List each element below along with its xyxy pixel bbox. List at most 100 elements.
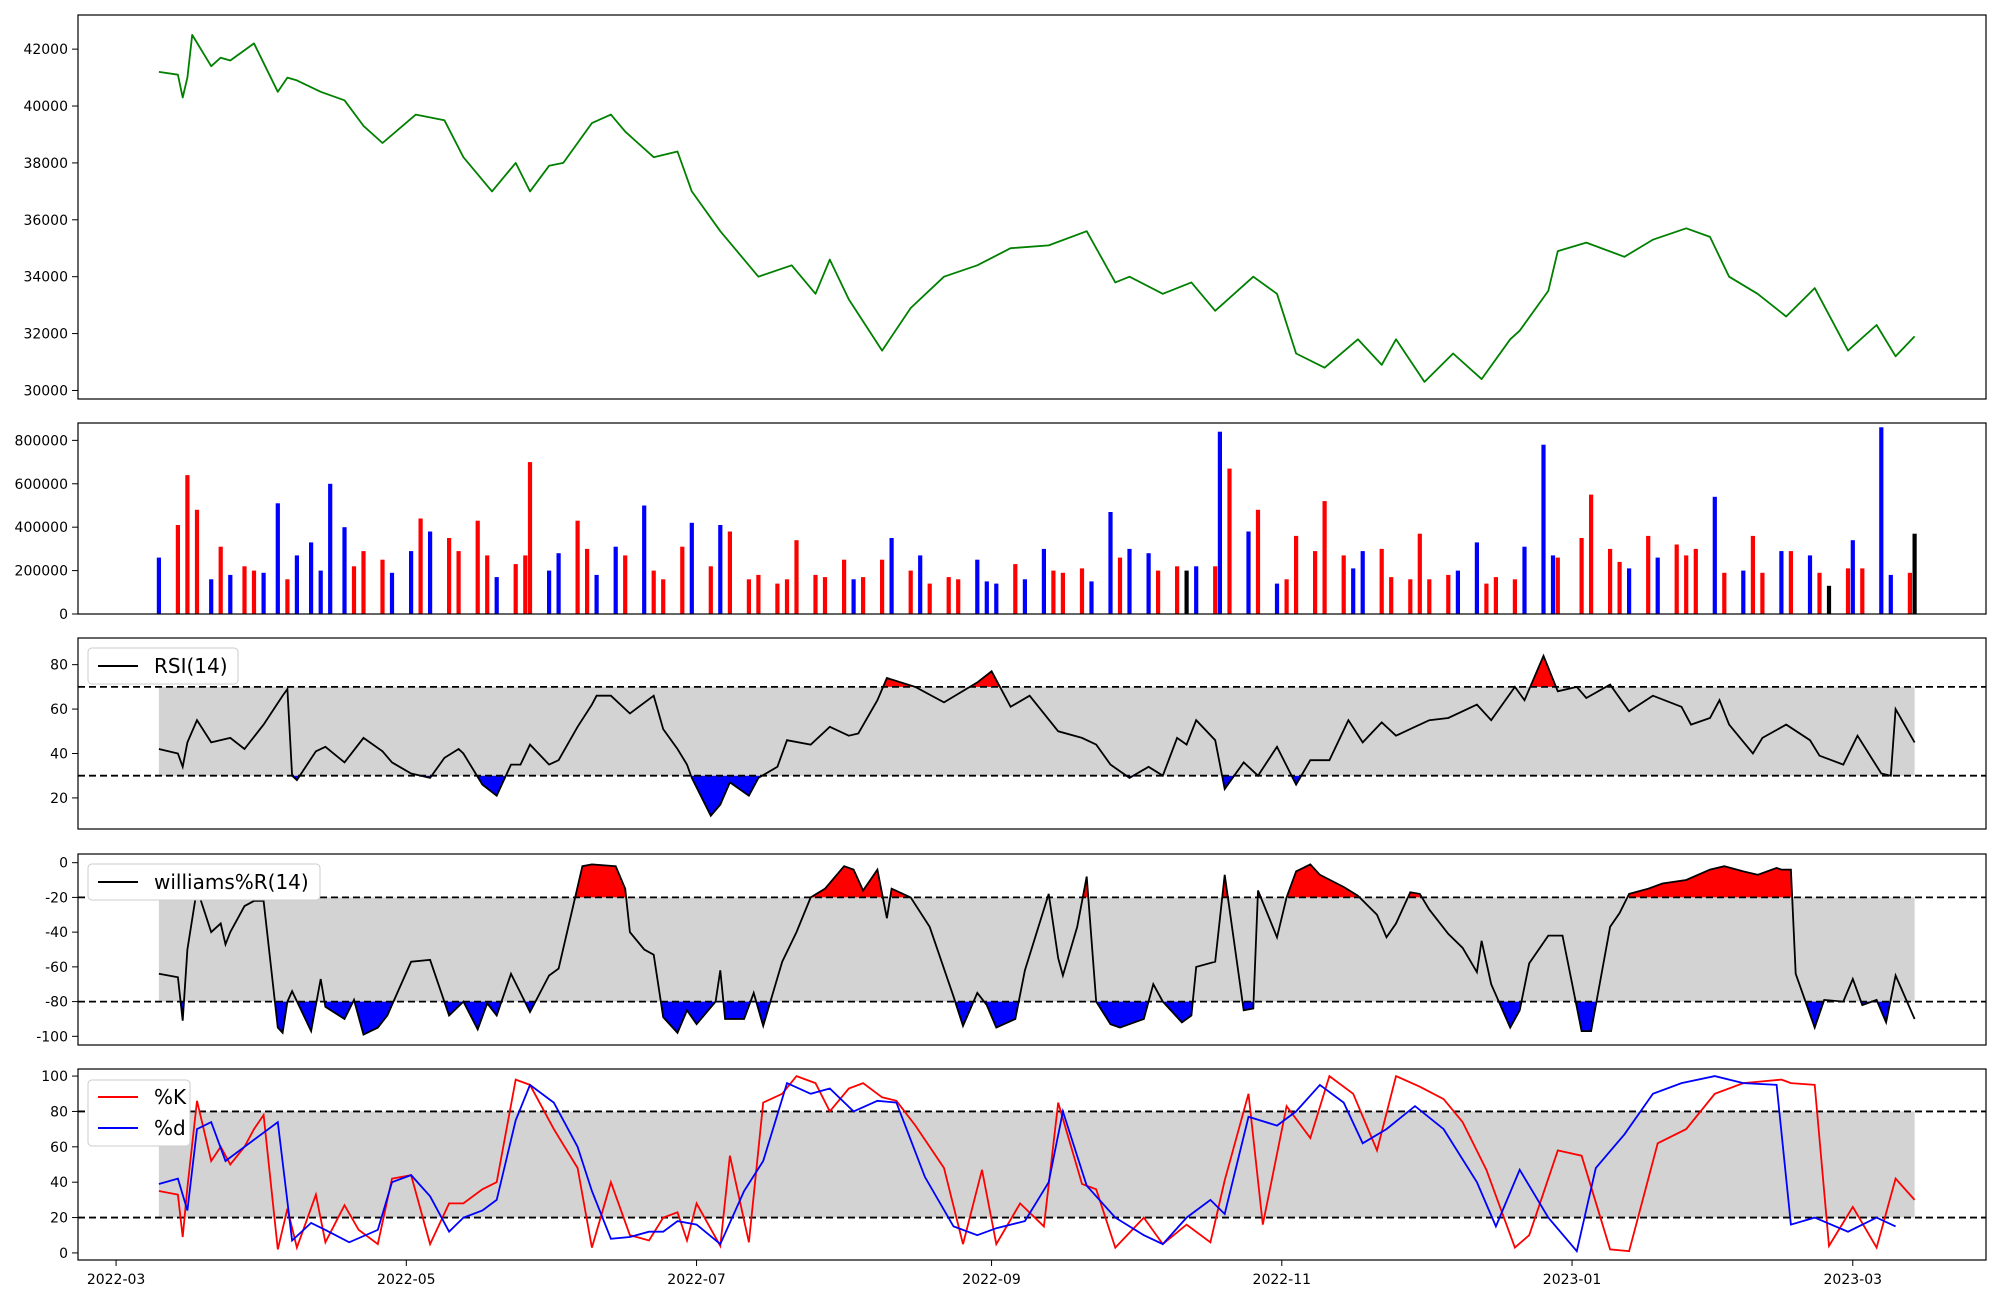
volume-bar bbox=[513, 564, 518, 614]
volume-bar bbox=[908, 570, 913, 614]
volume-bar bbox=[927, 583, 932, 614]
stochastic-ytick-label: 20 bbox=[50, 1211, 68, 1227]
volume-bar bbox=[1722, 572, 1727, 614]
volume-bar bbox=[456, 551, 461, 614]
volume-bar bbox=[689, 522, 694, 614]
volume-bar bbox=[1041, 548, 1046, 614]
volume-bar bbox=[642, 505, 647, 614]
volume-bar bbox=[1741, 570, 1746, 614]
volume-bar bbox=[1022, 579, 1027, 614]
volume-bar bbox=[261, 572, 266, 614]
williams-overbought-area bbox=[810, 866, 883, 898]
williams-neutral-band bbox=[158, 897, 1915, 1002]
volume-bar bbox=[1912, 533, 1917, 614]
williams-oversold-area bbox=[756, 1001, 771, 1026]
price-ytick-label: 30000 bbox=[23, 383, 68, 399]
volume-bar bbox=[1779, 551, 1784, 614]
rsi-legend: RSI(14) bbox=[87, 647, 239, 685]
volume-bar bbox=[1351, 568, 1356, 614]
volume-bar bbox=[523, 555, 528, 614]
volume-bar bbox=[285, 579, 290, 614]
volume-bar bbox=[842, 559, 847, 614]
williams-ytick-label: -20 bbox=[45, 890, 68, 906]
williams-oversold-area bbox=[1498, 1001, 1522, 1028]
volume-bar bbox=[1541, 444, 1546, 614]
volume-bar bbox=[784, 579, 790, 614]
volume-bar bbox=[746, 579, 751, 614]
volume-bar bbox=[1655, 557, 1660, 614]
volume-bar bbox=[318, 570, 323, 614]
volume-bar bbox=[1175, 566, 1180, 615]
volume-ytick-label: 400000 bbox=[15, 520, 68, 536]
volume-bar bbox=[1617, 561, 1622, 614]
williams-oversold-area bbox=[354, 1001, 394, 1035]
x-tick-label: 2023-01 bbox=[1543, 1272, 1602, 1288]
volume-bar bbox=[1108, 512, 1113, 614]
price-panel: 30000 32000 34000 36000 38000 40000 42000 bbox=[23, 14, 1987, 400]
volume-bar bbox=[1389, 577, 1394, 614]
volume-bar bbox=[328, 483, 333, 614]
volume-bar bbox=[775, 583, 780, 614]
volume-bar bbox=[1850, 540, 1855, 614]
price-ytick-label: 40000 bbox=[23, 99, 68, 115]
williams-legend: williams%R(14) bbox=[87, 863, 321, 901]
volume-bar bbox=[185, 475, 190, 614]
volume-bar bbox=[428, 531, 433, 614]
rsi-line bbox=[158, 653, 1916, 818]
volume-bar bbox=[661, 579, 666, 614]
volume-bar bbox=[1313, 551, 1318, 614]
volume-bar bbox=[1341, 555, 1346, 614]
rsi-neutral-band bbox=[158, 686, 1915, 776]
williams-ytick-label: 0 bbox=[59, 856, 68, 872]
volume-bar bbox=[1255, 509, 1261, 614]
volume-bar bbox=[1360, 551, 1365, 614]
volume-bar bbox=[1807, 555, 1813, 614]
volume-bar bbox=[1760, 572, 1765, 614]
d-legend-label: %d bbox=[154, 1116, 186, 1140]
volume-bar bbox=[1089, 581, 1094, 614]
volume-bar bbox=[1213, 566, 1218, 615]
volume-bar bbox=[1194, 566, 1199, 615]
volume-bar bbox=[1184, 570, 1189, 614]
volume-bar bbox=[475, 520, 480, 614]
volume-bar bbox=[228, 574, 233, 614]
volume-bar bbox=[1817, 572, 1822, 614]
x-tick-label: 2022-07 bbox=[667, 1272, 726, 1288]
stochastic-ytick-label: 100 bbox=[41, 1069, 68, 1085]
williams-ytick-label: -40 bbox=[45, 925, 68, 941]
volume-bar bbox=[175, 525, 180, 614]
volume-bar bbox=[613, 546, 618, 614]
volume-bar bbox=[1117, 557, 1123, 614]
volume-bar bbox=[361, 551, 366, 614]
volume-bar bbox=[794, 540, 799, 614]
price-ytick-label: 32000 bbox=[23, 327, 68, 343]
volume-bar bbox=[156, 557, 161, 614]
volume-bar bbox=[889, 538, 894, 614]
x-tick-label: 2022-11 bbox=[1253, 1272, 1312, 1288]
volume-bar bbox=[585, 548, 590, 614]
volume-bar bbox=[1907, 572, 1912, 614]
williams-r-line bbox=[158, 863, 1916, 1036]
volume-bar bbox=[1750, 535, 1755, 614]
volume-bar bbox=[1127, 548, 1132, 614]
volume-bar bbox=[994, 583, 999, 614]
williams-ytick-label: -60 bbox=[45, 960, 68, 976]
volume-bar bbox=[1579, 538, 1584, 614]
volume-bar bbox=[309, 542, 314, 614]
rsi-overbought-area bbox=[1530, 655, 1556, 687]
volume-bar bbox=[756, 574, 761, 614]
volume-bar bbox=[1455, 570, 1460, 614]
price-frame bbox=[77, 14, 1987, 400]
price-ytick-label: 34000 bbox=[23, 270, 68, 286]
volume-bar bbox=[727, 531, 732, 614]
williams-r-panel: -100 -80 -60 -40 -20 0 bbox=[36, 853, 1987, 1046]
volume-bar bbox=[822, 577, 828, 614]
volume-bar bbox=[1550, 555, 1556, 614]
x-tick-label: 2022-05 bbox=[377, 1272, 436, 1288]
volume-frame bbox=[77, 422, 1987, 615]
williams-overbought-area bbox=[1286, 864, 1360, 898]
volume-bar bbox=[409, 551, 414, 614]
volume-bar bbox=[861, 577, 866, 614]
volume-bar bbox=[984, 581, 989, 614]
